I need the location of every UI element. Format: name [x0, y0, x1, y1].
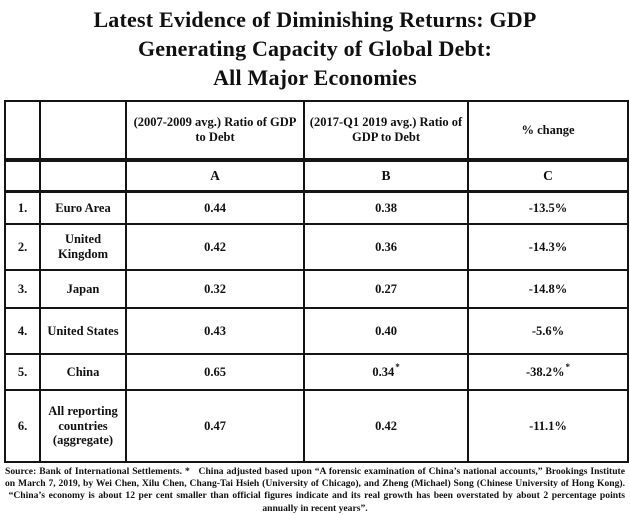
cell-pct-change: -14.8%: [467, 269, 629, 309]
value-a: 0.43: [204, 323, 226, 338]
cell-pct-change: -11.1%: [467, 389, 629, 463]
value-b: 0.36: [375, 239, 397, 254]
header-letter-a: A: [125, 159, 305, 193]
header-row-titles: (2007-2009 avg.) Ratio of GDP to Debt (2…: [4, 100, 629, 162]
value-a: 0.47: [204, 418, 226, 433]
cell-ratio-2017-2019: 0.34*: [303, 353, 469, 391]
header-col-a-title: (2007-2009 avg.) Ratio of GDP to Debt: [125, 100, 305, 162]
value-c: -14.3%: [528, 239, 568, 254]
value-c: -14.8%: [528, 281, 568, 296]
title-line-1: Latest Evidence of Diminishing Returns: …: [93, 7, 537, 32]
header-empty-num: [4, 100, 41, 162]
table-header: (2007-2009 avg.) Ratio of GDP to Debt (2…: [4, 100, 629, 193]
header-row-letters: A B C: [4, 159, 629, 193]
cell-ratio-2017-2019: 0.38: [303, 190, 469, 225]
row-number: 5.: [4, 353, 41, 391]
value-b: 0.38: [375, 200, 397, 215]
value-b: 0.34: [372, 364, 395, 379]
value-c: -5.6%: [531, 323, 565, 338]
cell-pct-change: -13.5%: [467, 190, 629, 225]
value-c: -13.5%: [528, 200, 568, 215]
table-body: 1. Euro Area 0.44 0.38 -13.5% 2. United …: [4, 190, 629, 463]
cell-pct-change: -14.3%: [467, 223, 629, 271]
country-name: United Kingdom: [39, 223, 127, 271]
country-name: Euro Area: [39, 190, 127, 225]
cell-ratio-2007-2009: 0.42: [125, 223, 305, 271]
value-c: -11.1%: [529, 418, 567, 433]
cell-ratio-2007-2009: 0.32: [125, 269, 305, 309]
header-letter-c: C: [467, 159, 629, 193]
cell-pct-change: -38.2%*: [467, 353, 629, 391]
header-letter-b: B: [303, 159, 469, 193]
source-footnote: Source: Bank of International Settlement…: [5, 466, 625, 514]
cell-ratio-2007-2009: 0.65: [125, 353, 305, 391]
cell-ratio-2007-2009: 0.44: [125, 190, 305, 225]
value-b: 0.40: [375, 323, 397, 338]
header-empty-entity: [39, 100, 127, 162]
table-row: 4. United States 0.43 0.40 -5.6%: [4, 307, 629, 355]
value-b: 0.42: [375, 418, 397, 433]
row-number: 3.: [4, 269, 41, 309]
title-line-2: Generating Capacity of Global Debt:: [137, 36, 493, 61]
table-row: 5. China 0.65 0.34* -38.2%*: [4, 353, 629, 391]
cell-ratio-2007-2009: 0.47: [125, 389, 305, 463]
table-row: 3. Japan 0.32 0.27 -14.8%: [4, 269, 629, 309]
row-number: 1.: [4, 190, 41, 225]
cell-ratio-2007-2009: 0.43: [125, 307, 305, 355]
cell-ratio-2017-2019: 0.42: [303, 389, 469, 463]
header-col-b-title: (2017-Q1 2019 avg.) Ratio of GDP to Debt: [303, 100, 469, 162]
gdp-debt-table: (2007-2009 avg.) Ratio of GDP to Debt (2…: [4, 100, 629, 463]
value-b: 0.27: [375, 281, 397, 296]
cell-ratio-2017-2019: 0.36: [303, 223, 469, 271]
cell-pct-change: -5.6%: [467, 307, 629, 355]
value-a: 0.65: [204, 364, 226, 379]
table-row: 2. United Kingdom 0.42 0.36 -14.3%: [4, 223, 629, 271]
title-line-3: All Major Economies: [213, 65, 417, 90]
header-col-c-title: % change: [467, 100, 629, 162]
value-a: 0.42: [204, 239, 226, 254]
asterisk-c-icon: *: [565, 362, 571, 373]
value-c: -38.2%: [525, 364, 565, 379]
table-row: 6. All reporting countries (aggregate) 0…: [4, 389, 629, 463]
row-number: 4.: [4, 307, 41, 355]
value-a: 0.44: [204, 200, 226, 215]
country-name: China: [39, 353, 127, 391]
cell-ratio-2017-2019: 0.40: [303, 307, 469, 355]
header-letter-empty-entity: [39, 159, 127, 193]
asterisk-b-icon: *: [395, 362, 400, 373]
cell-ratio-2017-2019: 0.27: [303, 269, 469, 309]
header-letter-empty-num: [4, 159, 41, 193]
country-name: United States: [39, 307, 127, 355]
table-row: 1. Euro Area 0.44 0.38 -13.5%: [4, 190, 629, 225]
country-name: Japan: [39, 269, 127, 309]
row-number: 2.: [4, 223, 41, 271]
row-number: 6.: [4, 389, 41, 463]
page-title: Latest Evidence of Diminishing Returns: …: [0, 5, 630, 92]
country-name: All reporting countries (aggregate): [39, 389, 127, 463]
value-a: 0.32: [204, 281, 226, 296]
